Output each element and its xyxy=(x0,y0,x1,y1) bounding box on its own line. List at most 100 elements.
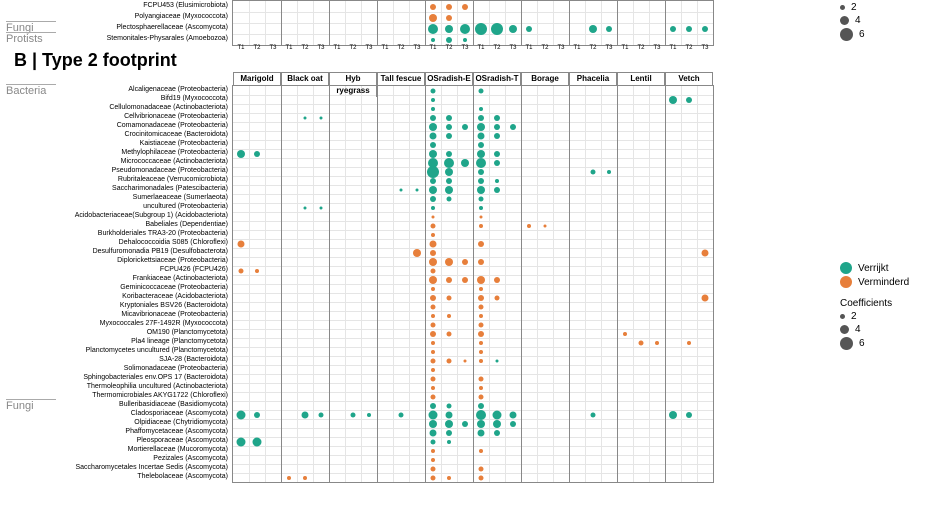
data-point xyxy=(461,159,469,167)
data-point xyxy=(429,14,437,22)
group-label: Protists xyxy=(6,33,43,45)
row-label: Micrococcaceae (Actinobacteriota) xyxy=(0,157,228,166)
data-point xyxy=(320,206,323,209)
data-point xyxy=(478,132,485,139)
row-label: Sumerlaeaceae (Sumerlaeota) xyxy=(0,193,228,202)
data-point xyxy=(496,359,499,362)
data-point xyxy=(479,394,484,399)
row-label: uncultured (Proteobacteria) xyxy=(0,202,228,211)
data-point xyxy=(447,476,451,480)
data-point xyxy=(447,440,451,444)
data-point xyxy=(429,420,437,428)
row-label: Cellulomonadaceae (Actinobacteriota) xyxy=(0,103,228,112)
row-label: Geminicoccaceae (Proteobacteria) xyxy=(0,283,228,292)
data-point xyxy=(431,304,436,309)
row-label: Kaistiaceae (Proteobacteria) xyxy=(0,139,228,148)
data-point xyxy=(478,429,485,436)
data-point xyxy=(494,133,500,139)
data-point xyxy=(431,206,435,210)
data-point xyxy=(446,151,452,157)
data-point xyxy=(445,420,453,428)
data-point xyxy=(430,142,436,148)
data-point xyxy=(445,186,453,194)
data-point xyxy=(491,23,503,35)
row-label: Frankiaceae (Actinobacteriota) xyxy=(0,274,228,283)
data-point xyxy=(494,187,500,193)
data-point xyxy=(447,358,452,363)
data-point xyxy=(526,26,532,32)
data-point xyxy=(479,350,483,354)
data-point xyxy=(431,466,436,471)
column-header: Phacelia xyxy=(569,72,617,85)
tick-label: T1 xyxy=(669,45,676,51)
row-label: Methylophilaceae (Proteobacteria) xyxy=(0,148,228,157)
data-point xyxy=(431,358,436,363)
data-point xyxy=(430,240,437,247)
column-header: Hyb ryegrass xyxy=(329,72,377,97)
data-point xyxy=(303,476,307,480)
color-size-legend-b: VerrijktVerminderdCoefficients246 xyxy=(840,260,935,352)
data-point xyxy=(494,277,500,283)
data-point xyxy=(431,341,435,345)
row-label: Rubritaleaceae (Verrucomicrobiota) xyxy=(0,175,228,184)
tick-label: T3 xyxy=(365,45,372,51)
data-point xyxy=(431,88,436,93)
tick-label: T3 xyxy=(605,45,612,51)
tick-label: T1 xyxy=(381,45,388,51)
data-point xyxy=(304,116,307,119)
data-point xyxy=(430,429,437,436)
data-point xyxy=(446,430,452,436)
data-point xyxy=(238,240,245,247)
row-label: Pla4 lineage (Planctomycetota) xyxy=(0,337,228,346)
data-point xyxy=(431,458,435,462)
data-point xyxy=(447,295,452,300)
data-point xyxy=(429,410,438,419)
data-point xyxy=(304,206,307,209)
data-point xyxy=(399,412,404,417)
data-point xyxy=(478,331,484,337)
tick-label: T3 xyxy=(557,45,564,51)
data-point xyxy=(494,115,500,121)
row-label: Saccharimonadales (Patescibacteria) xyxy=(0,184,228,193)
data-point xyxy=(510,421,516,427)
row-label: Crocinitomicaceae (Bacteroidota) xyxy=(0,130,228,139)
data-point xyxy=(479,376,484,381)
tick-label: T3 xyxy=(653,45,660,51)
tick-label: T2 xyxy=(301,45,308,51)
data-point xyxy=(430,178,436,184)
tick-label: T1 xyxy=(525,45,532,51)
data-point xyxy=(431,394,436,399)
data-point xyxy=(493,420,501,428)
data-point xyxy=(477,123,485,131)
data-point xyxy=(589,25,597,33)
data-point xyxy=(686,412,692,418)
data-point xyxy=(287,476,291,480)
row-label: Babeliales (Dependentiae) xyxy=(0,220,228,229)
data-point xyxy=(477,186,485,194)
data-point xyxy=(591,412,596,417)
data-point xyxy=(431,439,436,444)
column-header: Black oat xyxy=(281,72,329,85)
row-label: Solimonadaceae (Proteobacteria) xyxy=(0,364,228,373)
tick-label: T2 xyxy=(685,45,692,51)
data-point xyxy=(446,178,452,184)
row-label: Thelebolaceae (Ascomycota) xyxy=(0,472,228,481)
data-point xyxy=(431,38,435,42)
data-point xyxy=(367,413,371,417)
group-label: Bacteria xyxy=(6,85,46,97)
tick-label: T1 xyxy=(237,45,244,51)
data-point xyxy=(429,276,437,284)
data-point xyxy=(432,215,435,218)
data-point xyxy=(431,350,435,354)
data-point xyxy=(669,96,677,104)
tick-label: T2 xyxy=(445,45,452,51)
panel-a-grid: T1T2T3T1T2T3T1T2T3T1T2T3T1T2T3T1T2T3T1T2… xyxy=(232,0,714,46)
data-point xyxy=(670,26,676,32)
row-label: SJA-28 (Bacteroidota) xyxy=(0,355,228,364)
data-point xyxy=(428,24,438,34)
data-point xyxy=(479,304,484,309)
data-point xyxy=(253,437,262,446)
data-point xyxy=(702,26,708,32)
data-point xyxy=(591,169,596,174)
data-point xyxy=(527,224,531,228)
